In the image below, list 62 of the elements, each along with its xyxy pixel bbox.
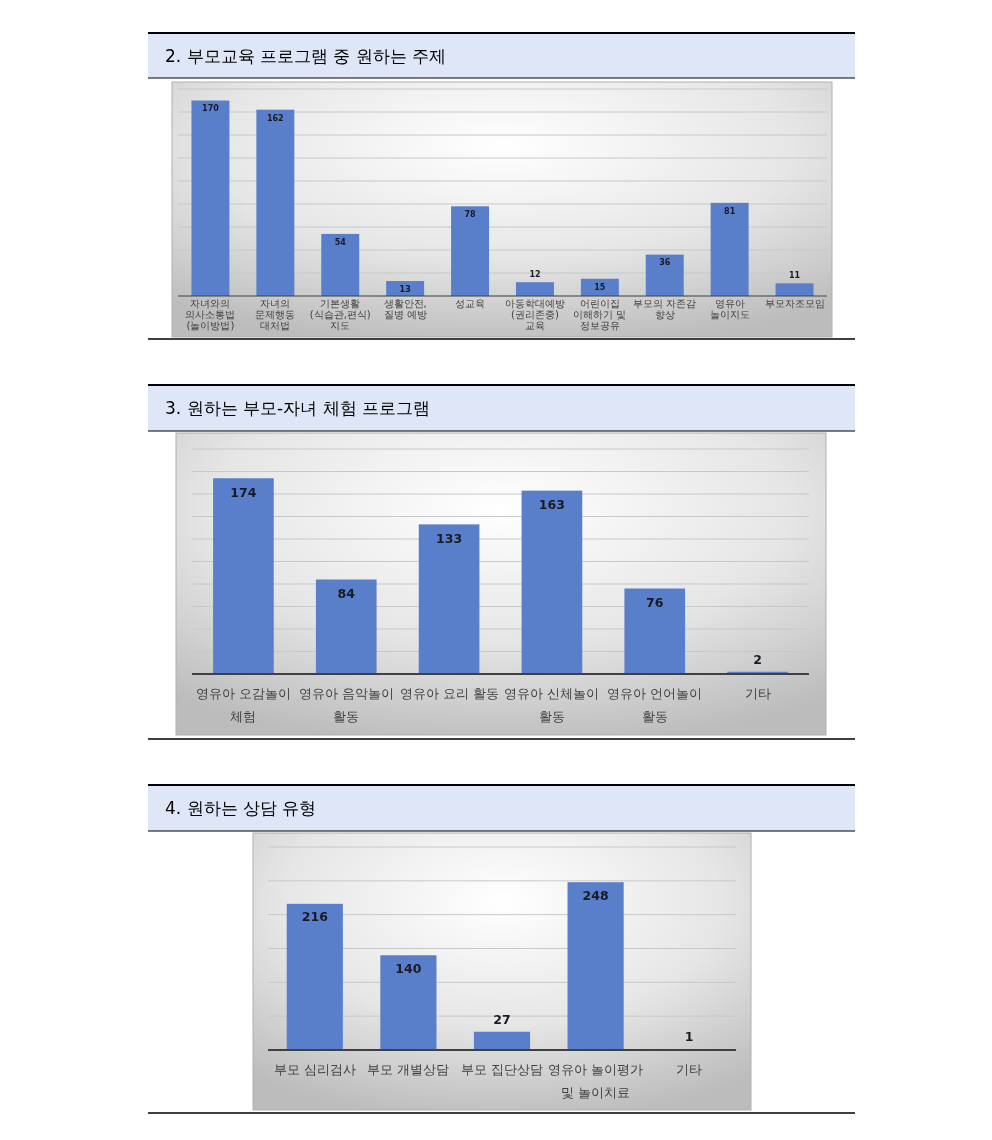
x-tick-label: 영유아 신체놀이 활동: [504, 686, 600, 724]
x-tick-label: 부모 개별상담: [367, 1062, 450, 1077]
data-label: 76: [646, 594, 664, 610]
data-label: 216: [301, 909, 329, 925]
bar: [286, 903, 343, 1050]
chart-title: 2. 부모교육 프로그램 중 원하는 주제: [165, 45, 447, 66]
x-tick-label: 영유아 놀이평가 및 놀이치료: [548, 1062, 644, 1100]
bar: [213, 478, 274, 674]
bar: [191, 100, 230, 296]
data-label: 27: [493, 1011, 511, 1027]
bar: [624, 588, 686, 674]
data-label: 78: [464, 210, 477, 220]
data-label: 133: [436, 530, 463, 546]
x-tick-label: 영유아 요리 활동: [399, 686, 499, 701]
data-label: 11: [788, 271, 801, 281]
chart-title: 4. 원하는 상담 유형: [165, 798, 317, 818]
bar: [380, 955, 437, 1050]
x-tick-label: 기타: [744, 686, 771, 701]
x-tick-label: 영유아 놀이지도: [709, 298, 750, 320]
data-label: 248: [582, 887, 609, 903]
bar: [567, 882, 624, 1050]
bar: [775, 283, 814, 296]
data-label: 163: [538, 496, 565, 512]
data-label: 12: [529, 270, 541, 280]
data-label: 13: [399, 284, 411, 294]
x-tick-label: 부모자조모임: [764, 298, 825, 309]
data-label: 162: [267, 113, 284, 123]
x-tick-label: 기타: [676, 1062, 703, 1077]
x-tick-label: 영유아 음악놀이 활동: [298, 686, 394, 724]
bar: [521, 490, 583, 674]
bar: [418, 524, 480, 674]
data-label: 2: [753, 651, 762, 667]
chart-title: 3. 원하는 부모-자녀 체험 프로그램: [165, 398, 430, 418]
x-tick-label: 성교육: [455, 298, 486, 309]
bar: [315, 579, 377, 674]
x-tick-label: 부모의 자존감 향상: [633, 298, 697, 320]
data-label: 15: [594, 282, 606, 292]
data-label: 140: [395, 960, 422, 976]
data-label: 1: [684, 1029, 694, 1045]
data-label: 84: [337, 585, 356, 601]
bar: [451, 206, 490, 296]
bar: [645, 254, 684, 296]
x-tick-label: 아동학대예방 (권리존중) 교육: [504, 298, 565, 331]
x-tick-label: 어린이집 이해하기 및 정보공유: [573, 298, 627, 331]
x-tick-label: 부모 심리검사: [273, 1062, 356, 1077]
x-tick-label: 자녀의 문제행동 대처법: [255, 298, 296, 331]
bar: [710, 202, 749, 296]
bar: [473, 1031, 531, 1050]
x-tick-label: 기본생활(식습관,편식)지도: [309, 298, 371, 331]
bar: [256, 109, 295, 296]
x-tick-label: 생활안전, 질병 예방: [383, 298, 427, 320]
x-tick-label: 영유아 언어놀이 활동: [607, 686, 703, 724]
data-label: 174: [230, 484, 257, 500]
data-label: 54: [334, 237, 347, 247]
data-label: 81: [724, 206, 736, 216]
data-label: 170: [202, 104, 220, 114]
bar: [515, 282, 554, 296]
data-label: 36: [659, 258, 671, 268]
x-tick-label: 영유아 오감놀이 체험: [195, 686, 291, 724]
x-tick-label: 부모 집단상담: [461, 1062, 543, 1077]
bar: [321, 233, 360, 296]
x-tick-label: 자녀와의 의사소통법 (놀이방법): [185, 298, 236, 331]
